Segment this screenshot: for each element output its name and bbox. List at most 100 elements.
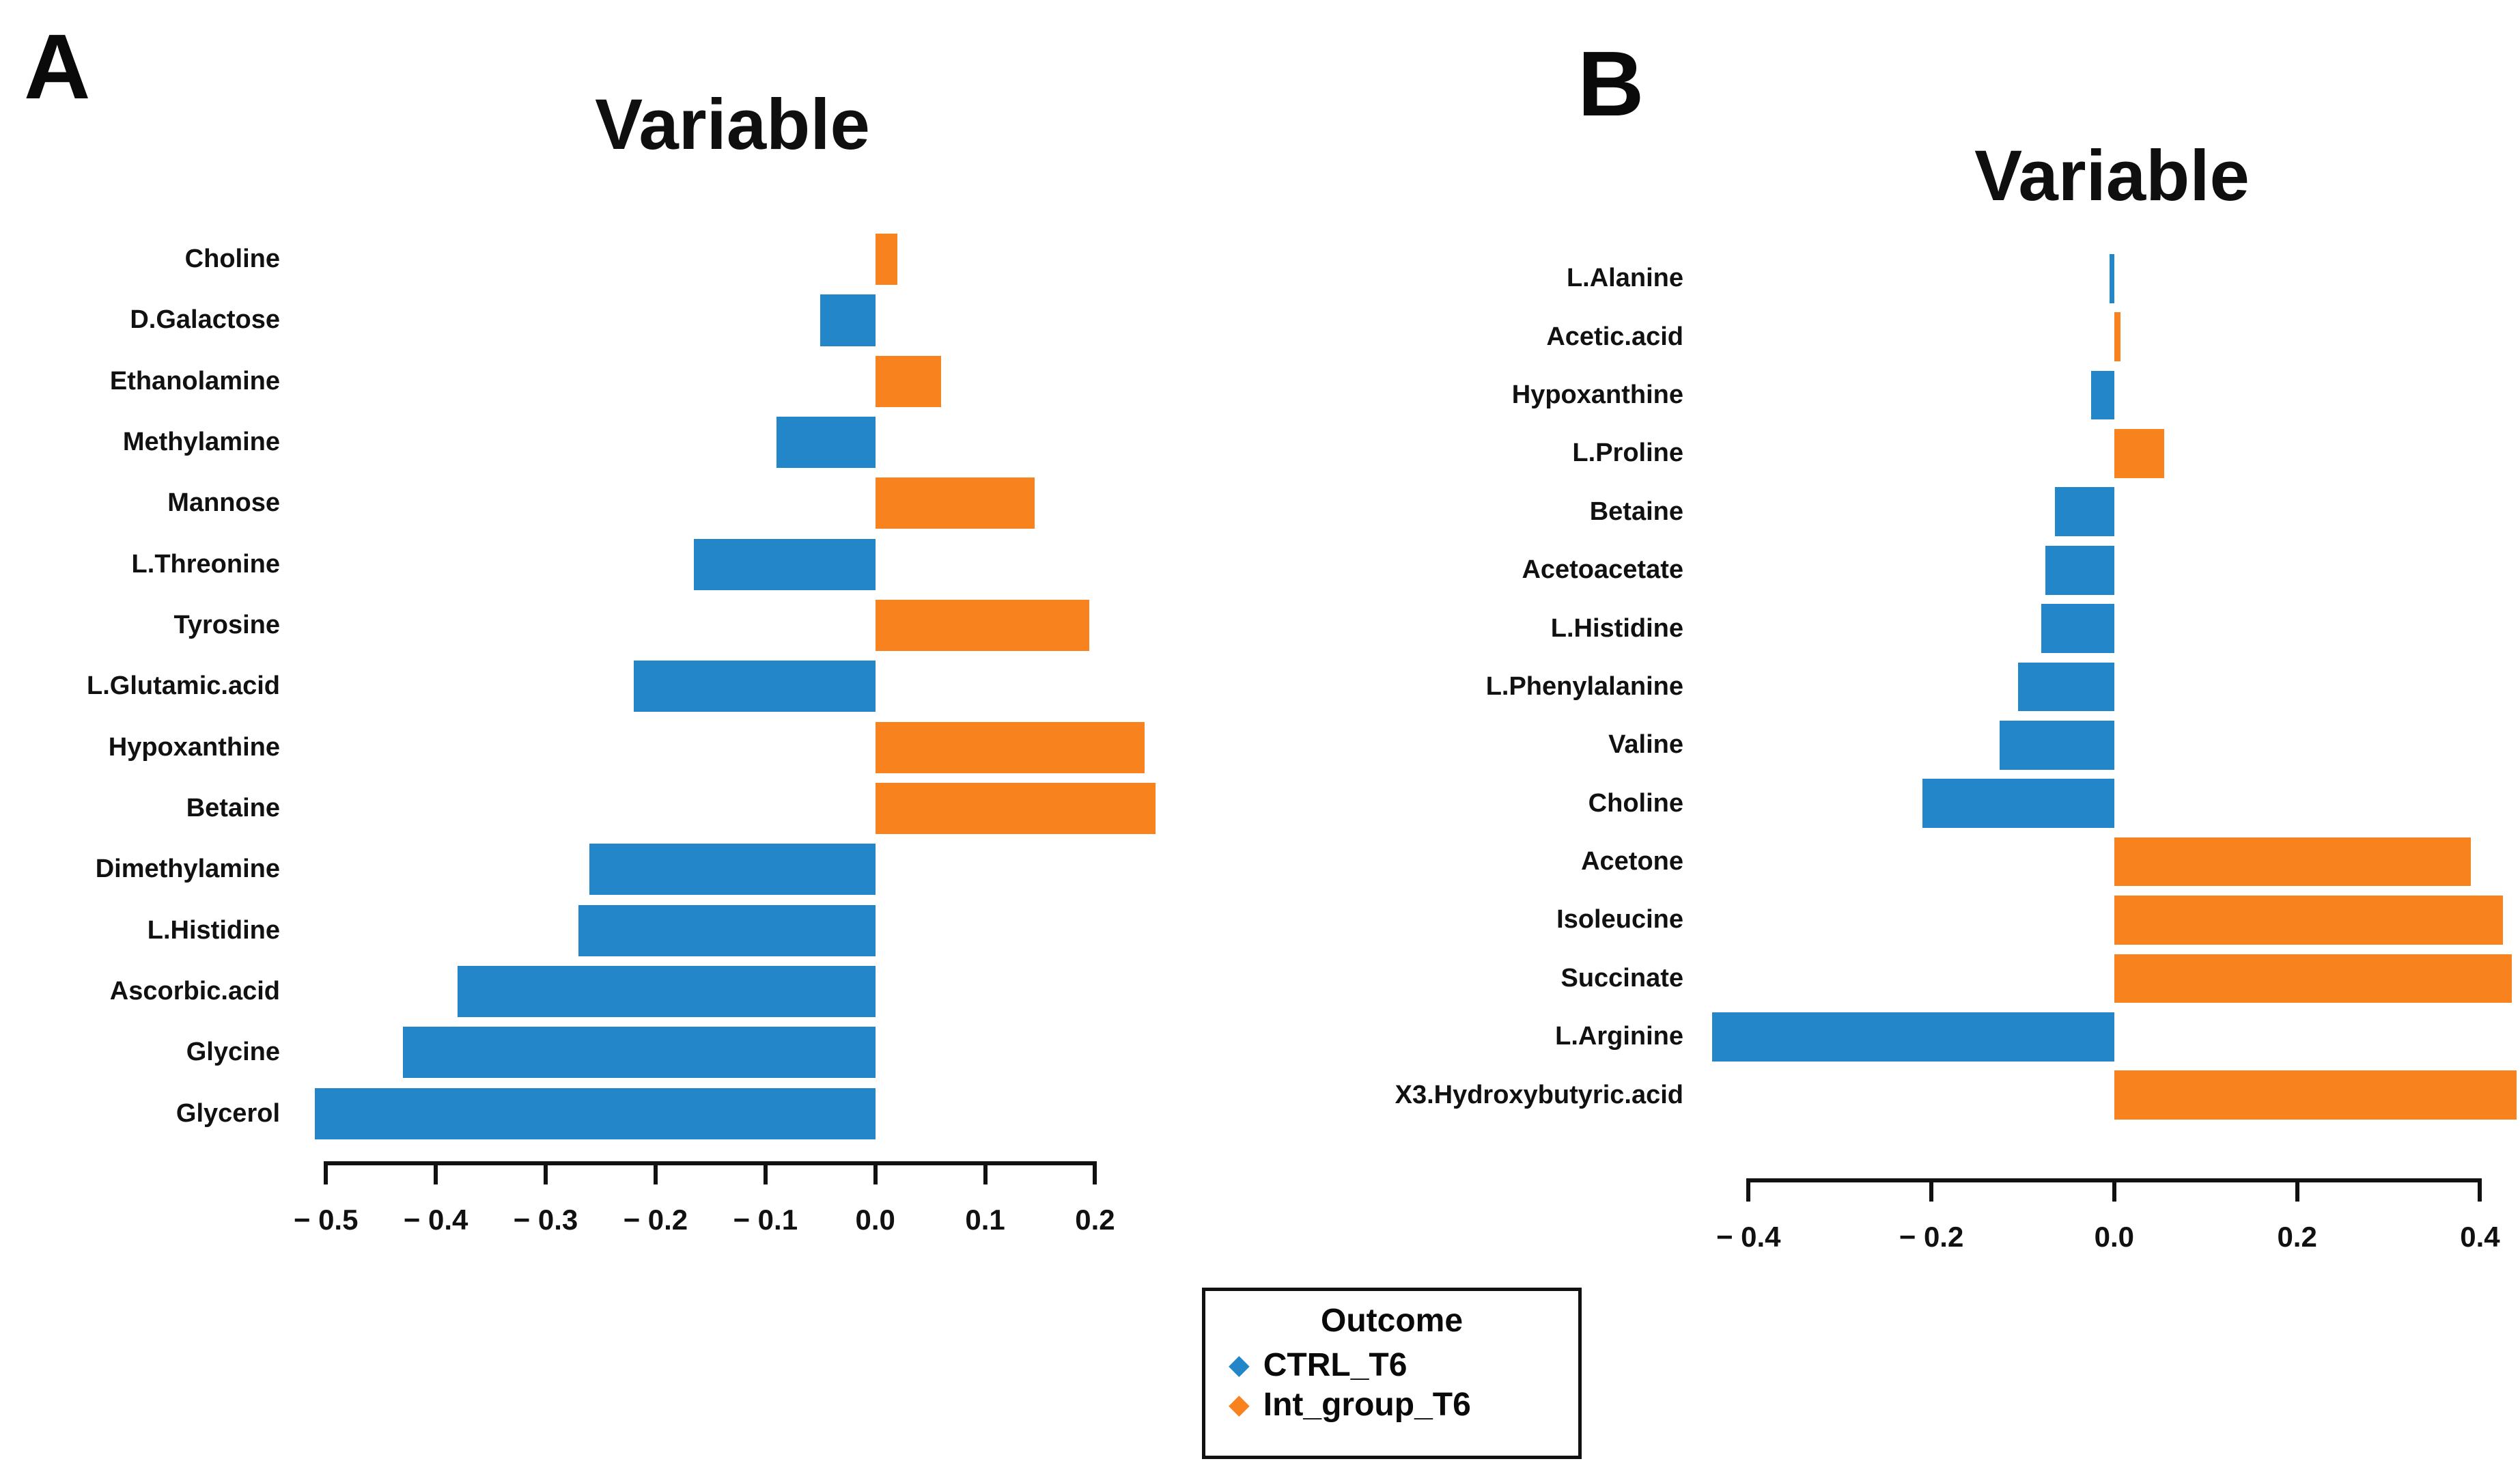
bar-row: Betaine <box>1356 483 2517 541</box>
bar-track <box>1707 891 2517 949</box>
bar-track <box>1707 483 2517 541</box>
category-label: L.Phenylalanine <box>1485 671 1683 701</box>
axis-tick-label: 0.0 <box>2094 1221 2135 1253</box>
x-axis: − 0.5 − 0.4 − 0.3 − 0.2 − 0.1 0.0 0.1 0.2 <box>294 1161 1161 1250</box>
axis-tick <box>324 1161 328 1184</box>
category-label: L.Histidine <box>1550 613 1683 643</box>
bar <box>776 417 876 469</box>
bar-row: Isoleucine <box>1356 891 2517 949</box>
bar-track <box>1707 658 2517 716</box>
category-label: Hypoxanthine <box>1511 380 1683 409</box>
bar-row: L.Histidine <box>1356 599 2517 657</box>
bar-track <box>1707 366 2517 424</box>
category-label: Acetoacetate <box>1522 555 1683 585</box>
axis-tick <box>543 1161 548 1184</box>
category-label: Betaine <box>186 794 280 823</box>
bar-track <box>304 351 1161 412</box>
bar-row: L.Arginine <box>1356 1008 2517 1066</box>
bar <box>1922 779 2114 829</box>
bar-track <box>304 717 1161 778</box>
bar <box>2114 312 2121 361</box>
category-label: Valine <box>1608 730 1683 760</box>
category-label: Tyrosine <box>173 611 280 640</box>
bar <box>315 1087 876 1139</box>
category-label: Acetone <box>1581 847 1683 876</box>
bar-row: L.Alanine <box>1356 249 2517 307</box>
bar-track <box>1707 1066 2517 1124</box>
diamond-marker-intgroup-icon: ◆ <box>1229 1389 1250 1419</box>
bar-row: Tyrosine <box>48 595 1161 656</box>
bar-track <box>1707 833 2517 891</box>
bar-track <box>1707 249 2517 307</box>
bar-track <box>304 473 1161 533</box>
legend-title: Outcome <box>1320 1303 1464 1339</box>
bar-track <box>304 1083 1161 1144</box>
bar <box>2018 662 2114 712</box>
axis-tick-label: 0.1 <box>965 1204 1005 1236</box>
category-label: L.Arginine <box>1555 1022 1683 1051</box>
category-label: L.Proline <box>1572 439 1683 468</box>
bar-row: L.Proline <box>1356 424 2517 482</box>
axis-tick-label: − 0.4 <box>1716 1221 1781 1253</box>
bar <box>2091 370 2114 420</box>
bar <box>875 600 1090 652</box>
bar-row: Ethanolamine <box>48 351 1161 412</box>
legend-entry: ◆ CTRL_T6 <box>1229 1345 1578 1385</box>
bar-row: D.Galactose <box>48 290 1161 350</box>
bar <box>820 294 876 346</box>
category-label: Glycine <box>186 1038 280 1067</box>
bar-track <box>304 229 1161 290</box>
bar <box>2054 487 2114 537</box>
bar-track <box>1707 949 2517 1008</box>
bar-row: Acetic.acid <box>1356 307 2517 365</box>
bar-track <box>304 961 1161 1022</box>
axis-tick <box>873 1161 878 1184</box>
axis-tick <box>434 1161 438 1184</box>
category-label: X3.Hydroxybutyric.acid <box>1395 1080 1683 1109</box>
bar-track <box>1707 599 2517 657</box>
bar <box>2114 1070 2517 1120</box>
bar-track <box>1707 716 2517 774</box>
bar <box>875 721 1145 773</box>
bar-track <box>304 656 1161 717</box>
axis-tick <box>2478 1178 2482 1202</box>
bar-row: L.Threonine <box>48 534 1161 595</box>
bar-row: X3.Hydroxybutyric.acid <box>1356 1066 2517 1124</box>
bar-track <box>304 839 1161 900</box>
chart-title-a: Variable <box>595 85 870 165</box>
category-label: Choline <box>1588 788 1683 818</box>
bar <box>875 477 1035 529</box>
bar-track <box>304 412 1161 473</box>
bar-row: Acetone <box>1356 833 2517 891</box>
legend-entry: ◆ Int_group_T6 <box>1229 1385 1578 1424</box>
bar-row: Methylamine <box>48 412 1161 473</box>
legend-label: Int_group_T6 <box>1263 1386 1471 1423</box>
category-label: Betaine <box>1589 497 1683 526</box>
category-label: Dimethylamine <box>95 855 280 884</box>
axis-tick <box>1746 1178 1751 1202</box>
bar <box>694 538 876 590</box>
rows: L.Alanine Acetic.acid Hypoxanthine L.Prolin… <box>1356 249 2517 1124</box>
axis-tick-label: 0.2 <box>2277 1221 2317 1253</box>
axis-tick-label: − 0.2 <box>1899 1221 1964 1253</box>
bar <box>2041 604 2114 653</box>
category-label: Hypoxanthine <box>108 732 280 762</box>
axis-tick <box>2295 1178 2299 1202</box>
category-label: Ethanolamine <box>109 366 280 396</box>
axis-tick-label: 0.0 <box>855 1204 895 1236</box>
category-label: Succinate <box>1560 963 1683 993</box>
bar-row: Glycine <box>48 1022 1161 1083</box>
bar-row: Valine <box>1356 716 2517 774</box>
category-label: L.Histidine <box>147 915 280 945</box>
bar <box>2114 896 2503 945</box>
legend-label: CTRL_T6 <box>1263 1346 1408 1383</box>
legend-entries: ◆ CTRL_T6 ◆ Int_group_T6 <box>1205 1345 1578 1424</box>
axis-tick-label: − 0.1 <box>733 1204 798 1236</box>
bar <box>2045 545 2114 595</box>
bar-row: Dimethylamine <box>48 839 1161 900</box>
bar <box>458 966 876 1018</box>
axis-tick <box>653 1161 658 1184</box>
bar-row: Choline <box>48 229 1161 290</box>
panel-letter-a: A <box>24 15 91 118</box>
